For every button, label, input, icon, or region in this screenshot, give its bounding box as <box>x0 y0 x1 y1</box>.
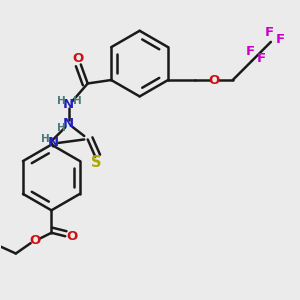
Text: O: O <box>72 52 84 65</box>
Text: H: H <box>57 96 65 106</box>
Text: F: F <box>245 45 255 58</box>
Text: H: H <box>73 96 82 106</box>
Text: F: F <box>257 52 266 65</box>
Text: O: O <box>29 234 40 247</box>
Text: F: F <box>276 33 285 46</box>
Text: O: O <box>67 230 78 243</box>
Text: F: F <box>265 26 274 39</box>
Text: H: H <box>41 134 50 144</box>
Text: N: N <box>63 117 74 130</box>
Text: O: O <box>208 74 220 86</box>
Text: N: N <box>48 136 59 149</box>
Text: N: N <box>63 98 74 111</box>
Text: S: S <box>91 155 101 170</box>
Text: H: H <box>57 123 65 133</box>
